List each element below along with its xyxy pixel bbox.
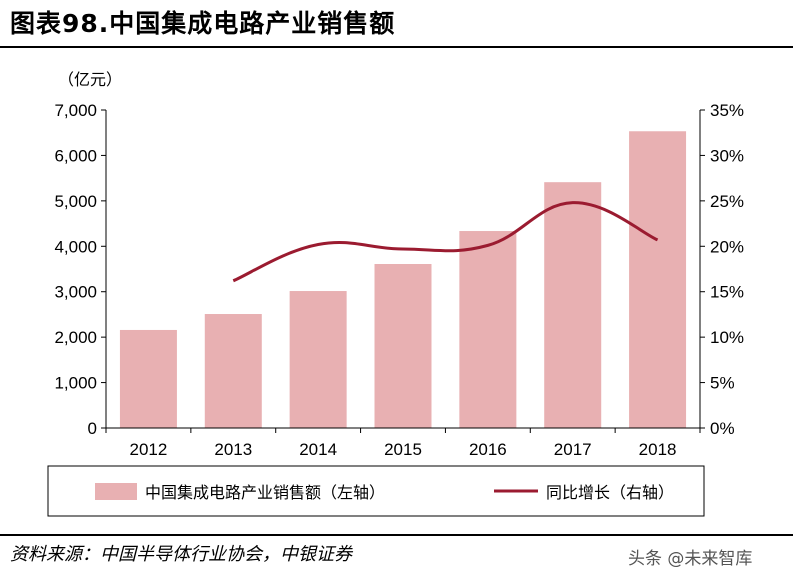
legend-label-sales: 中国集成电路产业销售额（左轴）: [145, 483, 385, 502]
bar-2018: [629, 131, 687, 429]
right-tick-label: 25%: [710, 192, 744, 211]
legend-box: [47, 465, 705, 517]
right-tick-label: 5%: [710, 374, 735, 393]
right-tick-label: 15%: [710, 283, 744, 302]
title-divider: [0, 46, 793, 48]
left-tick-label: 0: [88, 419, 97, 438]
right-tick-label: 20%: [710, 237, 744, 256]
chart-title: 图表98.中国集成电路产业销售额: [10, 9, 396, 38]
source-note: 资料来源：中国半导体行业协会，中银证券: [10, 544, 352, 565]
left-tick-label: 1,000: [54, 374, 97, 393]
x-tick-label-2012: 2012: [130, 440, 168, 459]
bar-2017: [544, 182, 602, 428]
watermark: 头条 @未来智库: [628, 549, 753, 569]
legend-swatch-sales: [95, 483, 137, 500]
right-tick-label: 0%: [710, 419, 735, 438]
legend-label-growth: 同比增长（右轴）: [546, 483, 674, 502]
x-tick-label-2014: 2014: [299, 440, 337, 459]
right-tick-label: 10%: [710, 328, 744, 347]
left-tick-label: 4,000: [54, 237, 97, 256]
x-tick-label-2013: 2013: [214, 440, 252, 459]
footer-divider: [0, 534, 793, 536]
x-tick-label-2018: 2018: [639, 440, 677, 459]
x-tick-label-2017: 2017: [554, 440, 592, 459]
x-tick-label-2015: 2015: [384, 440, 422, 459]
left-tick-label: 6,000: [54, 146, 97, 165]
right-tick-label: 35%: [710, 101, 744, 120]
y-axis-unit: （亿元）: [58, 70, 122, 89]
left-tick-label: 3,000: [54, 283, 97, 302]
left-tick-label: 5,000: [54, 192, 97, 211]
bar-2016: [459, 231, 517, 428]
right-tick-label: 30%: [710, 146, 744, 165]
x-tick-label-2016: 2016: [469, 440, 507, 459]
left-tick-label: 2,000: [54, 328, 97, 347]
bar-2015: [374, 264, 432, 428]
growth-line: [232, 201, 659, 283]
bar-2014: [289, 291, 347, 428]
bar-2012: [119, 329, 177, 428]
bar-2013: [204, 314, 262, 428]
left-tick-label: 7,000: [54, 101, 97, 120]
